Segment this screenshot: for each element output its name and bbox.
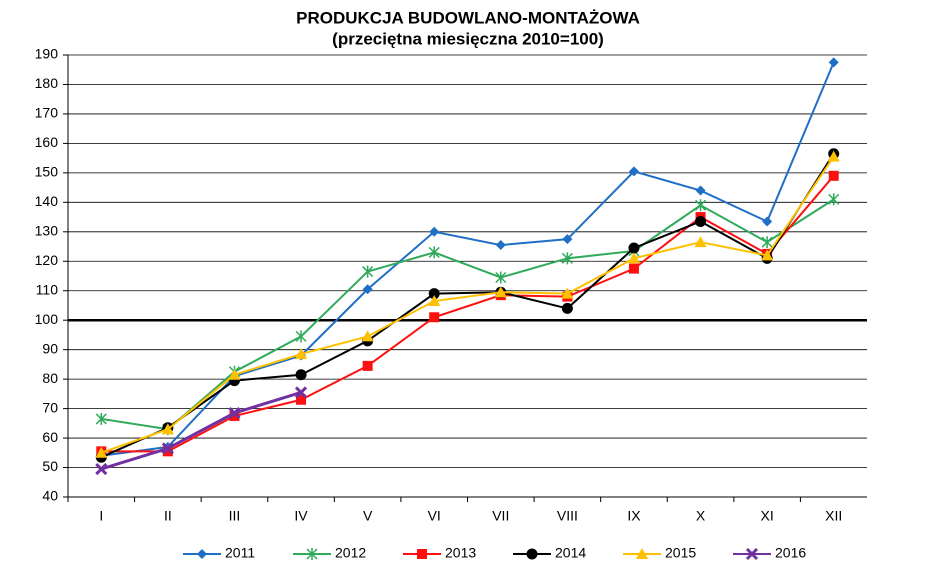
point bbox=[228, 406, 241, 420]
point bbox=[229, 410, 240, 421]
legend-label: 2016 bbox=[775, 545, 806, 561]
point bbox=[296, 394, 307, 405]
legend-marker bbox=[745, 547, 759, 561]
x-tick-label: IX bbox=[627, 508, 641, 524]
point bbox=[628, 166, 639, 177]
point bbox=[828, 193, 840, 206]
point bbox=[494, 286, 507, 298]
chart-subtitle: (przeciętna miesięczna 2010=100) bbox=[332, 29, 604, 48]
point bbox=[561, 252, 573, 265]
point bbox=[295, 369, 307, 381]
point bbox=[628, 263, 639, 274]
y-tick-label: 90 bbox=[42, 340, 58, 356]
legend-marker bbox=[526, 548, 538, 560]
legend-marker bbox=[197, 549, 207, 559]
point bbox=[694, 236, 707, 248]
x-tick-label: II bbox=[164, 508, 172, 524]
y-tick-label: 50 bbox=[42, 458, 58, 474]
y-tick-label: 170 bbox=[35, 105, 59, 121]
point bbox=[495, 240, 506, 251]
point bbox=[362, 284, 373, 295]
point bbox=[95, 446, 108, 458]
point bbox=[95, 462, 108, 476]
legend-label: 2012 bbox=[335, 545, 366, 561]
series-line bbox=[101, 198, 835, 431]
point bbox=[561, 302, 573, 314]
y-tick-label: 110 bbox=[36, 281, 59, 297]
y-tick-label: 130 bbox=[35, 223, 59, 239]
point bbox=[428, 288, 440, 300]
x-tick-label: XII bbox=[825, 508, 842, 524]
x-tick-label: VIII bbox=[557, 508, 578, 524]
y-tick-label: 180 bbox=[35, 75, 59, 91]
point bbox=[428, 246, 440, 259]
y-tick-label: 40 bbox=[42, 488, 58, 504]
legend-label: 2011 bbox=[225, 545, 255, 561]
x-tick-label: X bbox=[696, 508, 706, 524]
legend-label: 2015 bbox=[665, 545, 696, 561]
point bbox=[295, 348, 308, 360]
legend-label: 2013 bbox=[445, 545, 476, 561]
x-tick-label: XI bbox=[761, 508, 774, 524]
point bbox=[161, 442, 174, 455]
series-line bbox=[101, 175, 835, 453]
point bbox=[695, 199, 707, 212]
x-tick-label: VI bbox=[428, 508, 441, 524]
x-tick-label: V bbox=[363, 508, 373, 524]
series-line bbox=[100, 390, 302, 471]
y-tick-label: 160 bbox=[35, 134, 59, 150]
point bbox=[95, 412, 107, 425]
x-tick-label: III bbox=[229, 508, 241, 524]
point bbox=[362, 360, 373, 371]
point bbox=[295, 330, 307, 343]
point bbox=[562, 234, 573, 245]
y-tick-label: 100 bbox=[35, 311, 59, 327]
point bbox=[828, 57, 839, 68]
point bbox=[428, 295, 441, 307]
legend-marker bbox=[417, 549, 427, 559]
point bbox=[762, 216, 773, 227]
x-tick-label: I bbox=[99, 508, 103, 524]
point bbox=[695, 185, 706, 196]
y-tick-label: 190 bbox=[35, 46, 59, 62]
y-tick-label: 80 bbox=[42, 370, 58, 386]
y-tick-label: 120 bbox=[35, 252, 59, 268]
point bbox=[628, 242, 640, 254]
y-tick-label: 140 bbox=[35, 193, 59, 209]
series-line bbox=[100, 156, 835, 454]
point bbox=[695, 215, 707, 227]
point bbox=[161, 423, 174, 435]
series-line bbox=[100, 153, 835, 459]
point bbox=[828, 170, 839, 181]
legend-label: 2014 bbox=[555, 545, 586, 561]
point bbox=[561, 287, 574, 299]
point bbox=[294, 386, 308, 399]
point bbox=[627, 252, 640, 264]
point bbox=[429, 226, 440, 237]
y-tick-label: 60 bbox=[42, 429, 58, 445]
point bbox=[827, 150, 840, 162]
point bbox=[162, 446, 173, 457]
point bbox=[761, 236, 773, 249]
legend-marker bbox=[306, 548, 318, 560]
y-tick-label: 150 bbox=[35, 164, 59, 180]
point bbox=[495, 271, 507, 284]
x-tick-label: VII bbox=[492, 508, 509, 524]
chart-title: PRODUKCJA BUDOWLANO-MONTAŻOWA bbox=[296, 8, 640, 27]
point bbox=[228, 368, 241, 380]
x-tick-label: IV bbox=[294, 508, 308, 524]
point bbox=[362, 265, 374, 278]
point bbox=[761, 249, 774, 261]
legend-marker bbox=[636, 548, 648, 559]
y-tick-label: 70 bbox=[42, 399, 58, 415]
point bbox=[361, 330, 374, 342]
point bbox=[429, 312, 440, 323]
